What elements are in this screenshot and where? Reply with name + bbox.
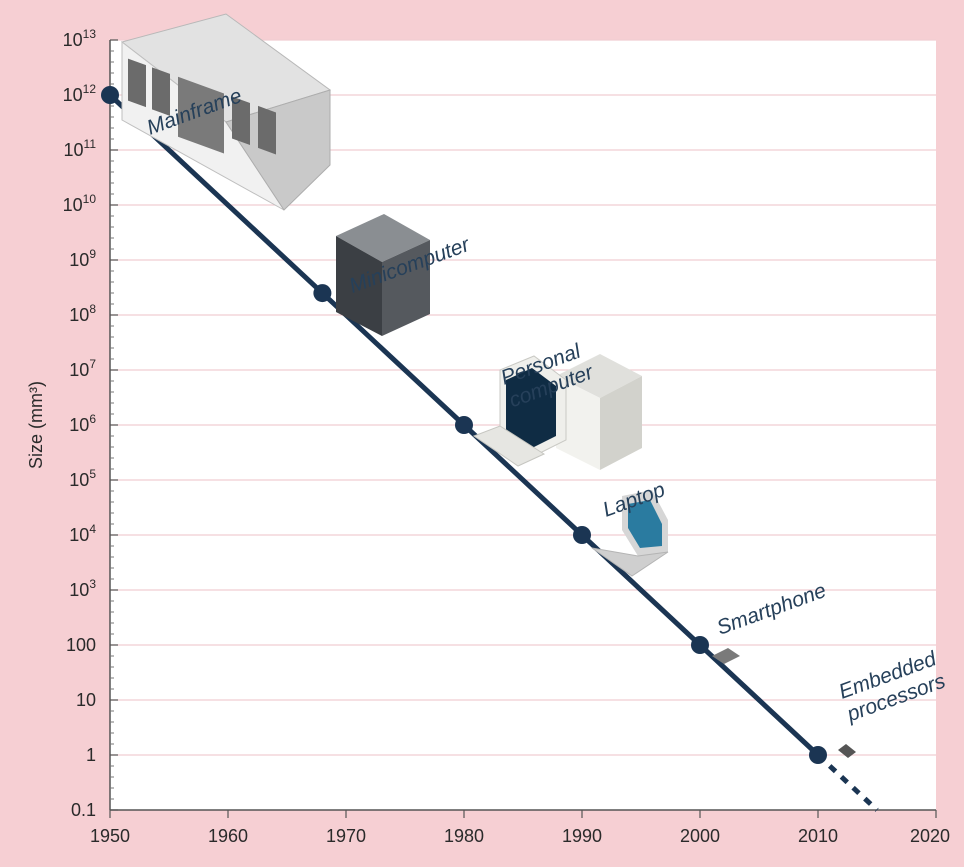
y-tick-label: 104 — [69, 522, 96, 545]
mainframe-icon — [120, 13, 332, 211]
y-tick-label: 0.1 — [71, 800, 96, 820]
x-tick-label: 2000 — [680, 826, 720, 846]
data-point — [313, 284, 332, 303]
x-tick-label: 1950 — [90, 826, 130, 846]
data-point — [809, 746, 827, 764]
y-tick-label: 1 — [86, 745, 96, 765]
y-tick-label: 109 — [69, 247, 96, 270]
y-tick-label: 1012 — [63, 82, 97, 105]
data-point — [573, 526, 591, 544]
x-tick-label: 2010 — [798, 826, 838, 846]
y-tick-label: 107 — [69, 357, 96, 380]
y-tick-label: 103 — [69, 577, 96, 600]
y-tick-label: 1010 — [63, 192, 97, 215]
y-tick-label: 105 — [69, 467, 96, 490]
minicomputer-icon — [336, 214, 430, 336]
x-tick-label: 1990 — [562, 826, 602, 846]
data-point — [691, 636, 709, 654]
personal-computer-icon — [472, 354, 642, 470]
y-tick-label: 108 — [69, 302, 96, 325]
y-tick-label: 10 — [76, 690, 96, 710]
embedded-processor-icon — [838, 744, 856, 758]
ticks: 0.1 1 10 100 103 104 105 106 107 108 109 1010 1011 10… — [63, 27, 950, 846]
y-tick-label: 1013 — [63, 27, 97, 50]
x-tick-label: 1980 — [444, 826, 484, 846]
projection-line — [816, 753, 879, 812]
series-path — [107, 92, 821, 758]
data-point — [455, 416, 473, 434]
y-tick-label: 106 — [69, 412, 96, 435]
y-axis-title: Size (mm³) — [26, 381, 46, 469]
grid — [110, 39, 936, 756]
x-tick-label: 2020 — [910, 826, 950, 846]
laptop-icon — [591, 490, 669, 577]
data-points — [101, 86, 827, 764]
x-tick-label: 1970 — [326, 826, 366, 846]
series-line — [107, 92, 879, 812]
y-tick-label: 1011 — [64, 137, 97, 160]
y-tick-label: 100 — [66, 635, 96, 655]
smartphone-icon — [712, 648, 740, 664]
data-point — [101, 86, 119, 104]
x-tick-label: 1960 — [208, 826, 248, 846]
